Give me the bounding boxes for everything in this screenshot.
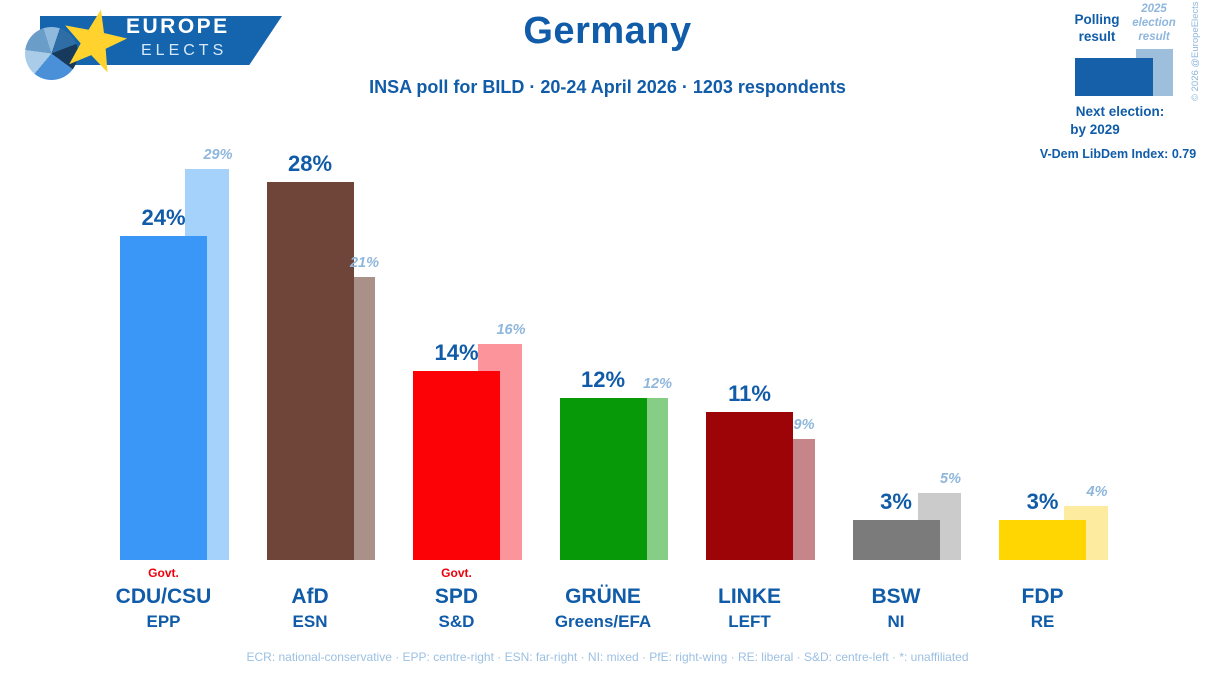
- election-value-label-cdu-csu: 29%: [203, 146, 233, 163]
- party-group-afd: 28% 21% AfD ESN: [220, 0, 400, 700]
- polling-value-label-cdu-csu: 24%: [141, 205, 186, 230]
- polling-value-label-gr-ne: 12%: [580, 367, 626, 392]
- ep-group-label-spd: S&D: [438, 612, 475, 631]
- election-value-label-gr-ne: 12%: [642, 376, 673, 392]
- polling-value-label-fdp: 3%: [1026, 488, 1059, 514]
- polling-result-bar-bsw: [852, 519, 940, 560]
- election-value-label-fdp: 4%: [1086, 484, 1108, 500]
- polling-value-label-spd: 14%: [434, 340, 479, 365]
- ep-group-label-cdu-csu: EPP: [146, 612, 181, 631]
- party-group-gr-ne: 12% 12% GRÜNE Greens/EFA: [513, 0, 693, 700]
- logo-text-elects: ELECTS: [141, 42, 228, 59]
- party-name-label-spd: SPD: [434, 585, 479, 608]
- party-group-bsw: 3% 5% BSW NI: [806, 0, 986, 700]
- party-group-spd: 14% 16% Govt. SPD S&D: [367, 0, 547, 700]
- polling-value-label-bsw: 3%: [880, 488, 912, 514]
- europe-elects-logo: EUROPE ELECTS: [25, 5, 290, 90]
- polling-result-bar-fdp: [999, 519, 1086, 560]
- page-subtitle: INSA poll for BILD · 20-24 April 2026 · …: [369, 77, 846, 97]
- ep-group-label-linke: LEFT: [728, 612, 771, 631]
- polling-value-label-linke: 11%: [728, 380, 771, 406]
- polling-result-bar-linke: [706, 411, 793, 560]
- election-value-label-afd: 21%: [349, 254, 380, 271]
- election-value-label-linke: 9%: [793, 416, 815, 433]
- legend-polling-result-label: Polling result: [1074, 12, 1120, 44]
- election-value-label-spd: 16%: [496, 322, 526, 338]
- party-name-label-afd: AfD: [291, 585, 329, 608]
- party-name-label-cdu-csu: CDU/CSU: [115, 585, 212, 608]
- party-name-label-bsw: BSW: [871, 585, 921, 608]
- party-group-fdp: 3% 4% FDP RE: [953, 0, 1133, 700]
- next-election-value: by 2029: [1070, 122, 1120, 137]
- govt-badge-spd: Govt.: [441, 566, 472, 580]
- ep-group-label-gr-ne: Greens/EFA: [554, 612, 652, 631]
- election-value-label-bsw: 5%: [940, 470, 961, 487]
- star-icon: [65, 9, 128, 73]
- party-group-linke: 11% 9% LINKE LEFT: [660, 0, 840, 700]
- party-name-label-gr-ne: GRÜNE: [565, 585, 641, 608]
- legend-election-result-label: 2025 election result: [1132, 3, 1176, 43]
- ep-group-label-bsw: NI: [887, 612, 905, 631]
- next-election-label: Next election:: [1075, 104, 1165, 119]
- legend-polling-bar-swatch: [1075, 58, 1153, 96]
- group-abbreviation-footnote: ECR: national-conservative · EPP: centre…: [246, 650, 969, 664]
- polling-result-bar-gr-ne: [559, 398, 647, 560]
- logo-text-europe: EUROPE: [126, 15, 230, 38]
- govt-badge-cdu-csu: Govt.: [148, 566, 179, 580]
- ep-group-label-fdp: RE: [1030, 612, 1055, 631]
- polling-result-bar-afd: [266, 182, 354, 560]
- page-title: Germany: [523, 10, 692, 52]
- pie-chart-icon: [25, 27, 78, 80]
- polling-result-bar-cdu-csu: [120, 236, 207, 560]
- polling-value-label-afd: 28%: [287, 151, 333, 176]
- party-name-label-linke: LINKE: [718, 585, 781, 608]
- party-name-label-fdp: FDP: [1021, 585, 1064, 608]
- polling-result-bar-spd: [413, 371, 500, 560]
- vdem-index-label: V-Dem LibDem Index: 0.79: [1039, 147, 1197, 161]
- ep-group-label-afd: ESN: [292, 612, 328, 631]
- party-group-cdu-csu: 24% 29% Govt. CDU/CSU EPP: [74, 0, 254, 700]
